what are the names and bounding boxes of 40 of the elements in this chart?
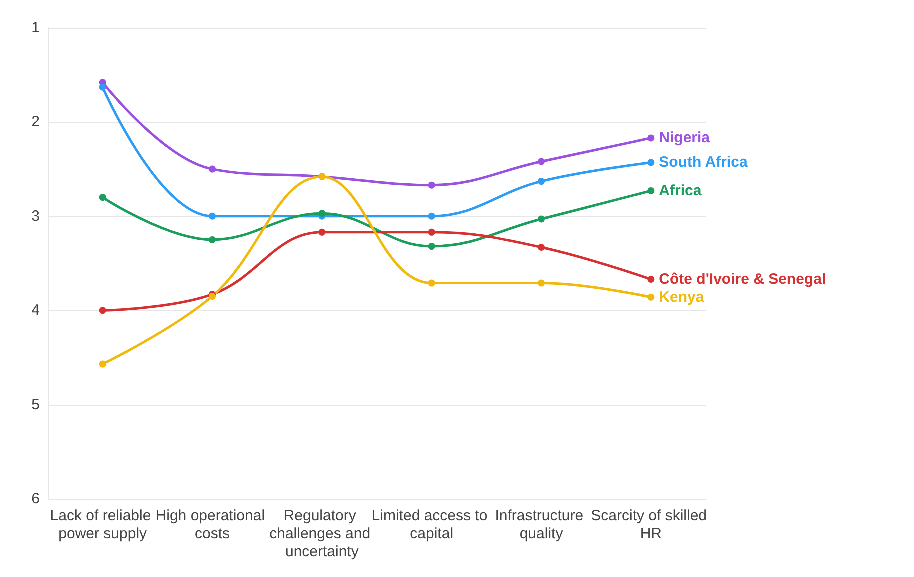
point [538, 244, 545, 251]
point [99, 360, 106, 368]
point [428, 228, 436, 236]
series-label: South Africa [659, 154, 748, 172]
y-tick-label: 1 [32, 20, 40, 36]
x-tick-label: Scarcity of skilled HR [591, 508, 712, 542]
point [648, 276, 655, 284]
y-tick-label: 5 [32, 396, 40, 414]
point [318, 210, 326, 218]
point [428, 212, 436, 220]
series-label: Côte d'Ivoire & Senegal [659, 271, 826, 288]
series-label: Kenya [659, 288, 705, 306]
point [538, 178, 545, 186]
y-tick-label: 2 [32, 114, 40, 131]
point [99, 84, 106, 91]
point [648, 159, 655, 166]
x-tick-label: Infrastructure quality [495, 508, 588, 542]
point [209, 236, 216, 244]
point [648, 294, 655, 301]
point [209, 212, 216, 220]
point [648, 187, 655, 194]
point [209, 166, 216, 173]
x-tick-label: Limited access to capital [372, 508, 492, 542]
point [538, 158, 545, 166]
series-label: Nigeria [659, 130, 711, 147]
point [99, 194, 106, 202]
point [648, 134, 655, 142]
point [428, 243, 436, 250]
point [318, 228, 326, 236]
point [538, 280, 545, 287]
point [428, 182, 436, 189]
y-tick-label: 6 [32, 490, 40, 508]
point [99, 307, 106, 314]
point [428, 280, 436, 287]
x-tick-label: Lack of reliable power supply [50, 508, 156, 542]
point [538, 216, 545, 223]
series-label: Africa [659, 182, 702, 200]
y-tick-label: 4 [32, 302, 40, 320]
y-tick-label: 3 [32, 208, 40, 225]
x-tick-label: High operational costs [156, 508, 270, 542]
